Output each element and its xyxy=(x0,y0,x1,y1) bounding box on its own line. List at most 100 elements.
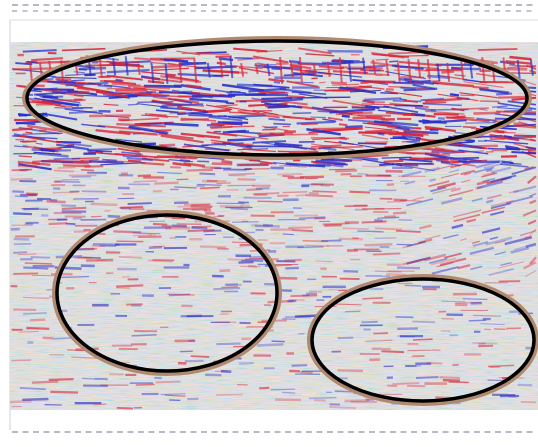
trace-streak xyxy=(496,112,536,113)
trace-streak xyxy=(336,113,373,114)
ruler-mark xyxy=(75,10,80,12)
trace-streak xyxy=(81,170,94,171)
ruler-mark xyxy=(201,4,207,6)
trace-streak xyxy=(423,102,447,103)
trace-streak xyxy=(449,382,469,383)
trace-streak xyxy=(228,131,249,132)
ruler-mark xyxy=(201,431,207,433)
ruler-mark xyxy=(327,4,333,6)
trace-streak xyxy=(179,63,206,64)
trace-streak xyxy=(216,344,240,345)
trace-streak xyxy=(188,115,218,116)
trace-streak xyxy=(115,90,147,91)
ruler-mark xyxy=(327,431,333,433)
ruler-mark xyxy=(359,10,364,12)
trace-streak xyxy=(343,271,358,272)
trace-streak xyxy=(285,268,299,269)
trace-streak xyxy=(49,223,67,224)
ruler-mark xyxy=(506,4,512,6)
trace-streak xyxy=(257,344,283,345)
trace-streak xyxy=(498,97,529,98)
trace-streak xyxy=(22,141,36,142)
trace-streak xyxy=(222,122,248,123)
ruler-mark xyxy=(159,10,164,12)
trace-streak xyxy=(374,209,401,210)
ruler-mark xyxy=(296,10,301,12)
ruler-mark xyxy=(411,10,416,12)
ruler-mark xyxy=(264,431,270,433)
trace-streak xyxy=(213,288,240,289)
ruler-mark xyxy=(149,10,154,12)
trace-streak xyxy=(331,83,347,84)
trace-streak xyxy=(338,338,354,339)
trace-streak xyxy=(232,222,259,223)
ruler-mark xyxy=(527,431,533,433)
ruler-mark xyxy=(317,4,323,6)
ruler-mark xyxy=(191,10,196,12)
trace-streak xyxy=(200,187,220,188)
ruler-mark xyxy=(464,431,470,433)
ruler-mark xyxy=(348,431,354,433)
trace-streak xyxy=(138,175,151,176)
ruler-mark xyxy=(380,10,385,12)
trace-streak xyxy=(345,126,362,127)
trace-streak xyxy=(299,217,325,218)
ruler-mark xyxy=(422,4,428,6)
trace-streak xyxy=(228,174,255,175)
ruler-mark xyxy=(23,4,29,6)
trace-streak xyxy=(191,356,209,357)
ruler-mark xyxy=(411,4,417,6)
trace-streak xyxy=(324,225,341,226)
trace-streak xyxy=(47,201,66,202)
trace-streak xyxy=(197,184,221,185)
ruler-mark xyxy=(44,4,50,6)
ruler-mark xyxy=(86,4,92,6)
ruler-mark xyxy=(411,431,417,433)
trace-streak xyxy=(132,335,157,336)
ruler-mark xyxy=(212,431,218,433)
ruler-mark xyxy=(369,10,374,12)
trace-streak xyxy=(153,224,167,225)
trace-streak xyxy=(349,192,370,193)
ruler-mark xyxy=(86,431,92,433)
ruler-mark xyxy=(254,10,259,12)
trace-streak xyxy=(88,149,117,150)
ruler-mark xyxy=(222,4,228,6)
ruler-mark xyxy=(296,4,302,6)
trace-streak xyxy=(257,133,293,134)
trace-streak xyxy=(212,164,232,165)
trace-streak xyxy=(480,101,500,102)
ruler-mark xyxy=(33,4,39,6)
trace-streak xyxy=(460,95,474,96)
trace-streak xyxy=(161,394,186,395)
trace-streak xyxy=(136,384,155,385)
ruler-mark xyxy=(159,431,165,433)
ruler-mark xyxy=(222,431,228,433)
ruler-mark xyxy=(233,4,239,6)
ruler-mark xyxy=(138,10,143,12)
trace-streak xyxy=(342,228,368,229)
ruler-mark xyxy=(243,431,249,433)
ruler-mark xyxy=(327,10,332,12)
ruler-mark xyxy=(422,431,428,433)
trace-streak xyxy=(283,192,308,193)
trace-streak xyxy=(300,372,312,373)
trace-streak xyxy=(221,287,237,288)
trace-streak xyxy=(444,151,456,152)
trace-streak xyxy=(465,162,499,163)
trace-streak xyxy=(389,61,398,62)
ruler-mark xyxy=(201,10,206,12)
ruler-mark xyxy=(33,431,39,433)
ruler-mark xyxy=(12,4,18,6)
ruler-mark xyxy=(432,431,438,433)
trace-streak xyxy=(128,161,141,162)
ruler-mark xyxy=(149,4,155,6)
trace-streak xyxy=(227,139,255,140)
trace-streak xyxy=(473,87,489,88)
trace-streak xyxy=(32,381,58,382)
trace-streak xyxy=(117,408,133,409)
trace-streak xyxy=(273,124,291,125)
trace-streak xyxy=(364,98,401,99)
page: (() => { const svg = document.getElement… xyxy=(0,0,538,447)
trace-streak xyxy=(387,201,404,202)
